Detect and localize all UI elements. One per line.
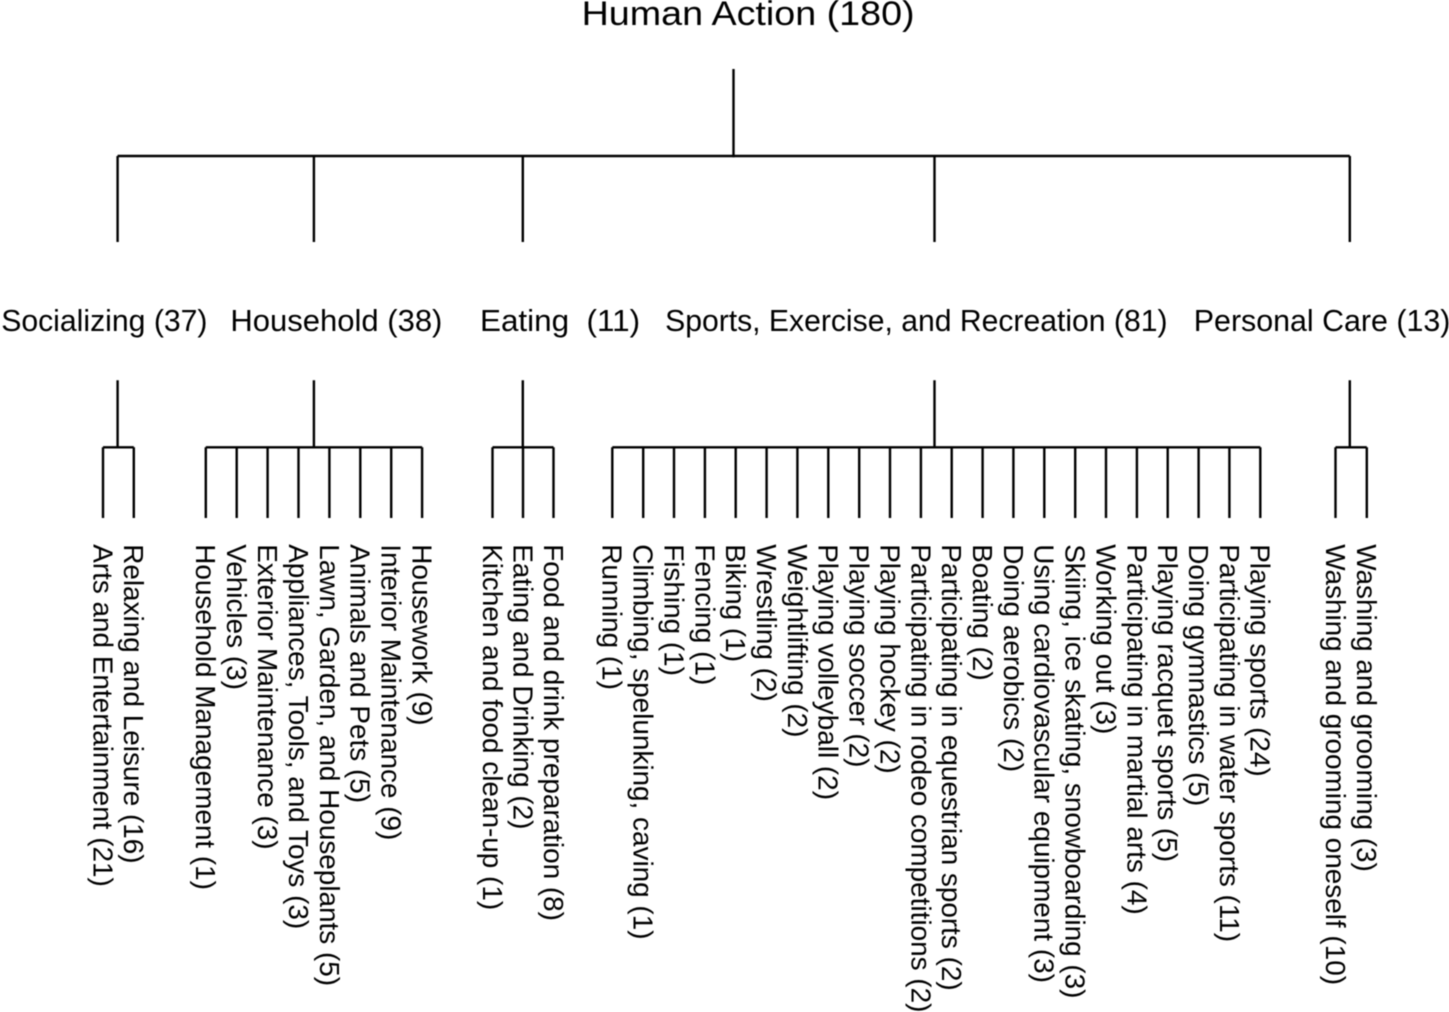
svg-text:Playing racquet sports (5): Playing racquet sports (5)	[1152, 544, 1183, 862]
svg-text:Participating in rodeo competi: Participating in rodeo competitions (2)	[905, 544, 936, 1012]
svg-text:Working out (3): Working out (3)	[1090, 544, 1121, 734]
svg-text:Fishing (1): Fishing (1)	[658, 544, 689, 676]
svg-text:Exterior Maintenance (3): Exterior Maintenance (3)	[252, 544, 283, 849]
svg-text:Doing gymnastics (5): Doing gymnastics (5)	[1183, 544, 1214, 806]
svg-text:Biking (1): Biking (1)	[720, 544, 751, 662]
svg-text:Arts and Entertainment (21): Arts and Entertainment (21)	[87, 544, 118, 887]
svg-text:Doing aerobics (2): Doing aerobics (2)	[998, 544, 1029, 772]
svg-text:Skiing, ice skating, snowboard: Skiing, ice skating, snowboarding (3)	[1060, 544, 1091, 998]
svg-text:Food and drink preparation (8): Food and drink preparation (8)	[538, 544, 569, 921]
svg-text:Sports, Exercise, and Recreati: Sports, Exercise, and Recreation (81)	[665, 303, 1167, 338]
svg-text:Running (1): Running (1)	[597, 544, 628, 690]
svg-text:Participating in water sports: Participating in water sports (11)	[1214, 544, 1245, 942]
svg-text:Animals and Pets (5): Animals and Pets (5)	[345, 544, 376, 803]
svg-text:Fencing (1): Fencing (1)	[689, 544, 720, 685]
svg-text:Playing volleyball (2): Playing volleyball (2)	[813, 544, 844, 800]
svg-text:Socializing (37): Socializing (37)	[1, 303, 207, 338]
svg-text:Playing hockey (2): Playing hockey (2)	[874, 544, 905, 773]
svg-text:Kitchen and food clean-up (1): Kitchen and food clean-up (1)	[477, 544, 508, 910]
svg-text:Washing and grooming oneself (: Washing and grooming oneself (10)	[1320, 544, 1351, 985]
svg-text:Personal Care (13): Personal Care (13)	[1194, 303, 1449, 338]
svg-text:Washing and grooming (3): Washing and grooming (3)	[1351, 544, 1382, 872]
svg-text:Household Management (1): Household Management (1)	[190, 544, 221, 890]
svg-text:Weightlifting (2): Weightlifting (2)	[782, 544, 813, 737]
svg-text:Human Action (180): Human Action (180)	[582, 0, 915, 33]
svg-text:Climbing, spelunking, caving (: Climbing, spelunking, caving (1)	[628, 544, 659, 939]
svg-text:Relaxing and Leisure (16): Relaxing and Leisure (16)	[118, 544, 149, 863]
svg-text:Lawn, Garden, and Houseplants: Lawn, Garden, and Houseplants (5)	[314, 544, 345, 986]
svg-text:Appliances, Tools, and Toys (3: Appliances, Tools, and Toys (3)	[283, 544, 314, 929]
svg-text:Household (38): Household (38)	[230, 303, 442, 338]
svg-text:Participating in martial arts: Participating in martial arts (4)	[1121, 544, 1152, 914]
svg-text:Vehicles (3): Vehicles (3)	[221, 544, 252, 690]
svg-text:Housework (9): Housework (9)	[407, 544, 438, 725]
svg-text:Playing soccer (2): Playing soccer (2)	[844, 544, 875, 767]
svg-text:Wrestling (2): Wrestling (2)	[751, 544, 782, 702]
svg-text:Participating in equestrian sp: Participating in equestrian sports (2)	[936, 544, 967, 990]
svg-text:Eating (11): Eating (11)	[480, 303, 640, 338]
svg-text:Interior Maintenance (9): Interior Maintenance (9)	[376, 544, 407, 840]
svg-text:Boating (2): Boating (2)	[967, 544, 998, 680]
svg-text:Using cardiovascular equipment: Using cardiovascular equipment (3)	[1029, 544, 1060, 983]
svg-text:Playing sports (24): Playing sports (24)	[1245, 544, 1276, 777]
svg-text:Eating and Drinking (2): Eating and Drinking (2)	[507, 544, 538, 829]
